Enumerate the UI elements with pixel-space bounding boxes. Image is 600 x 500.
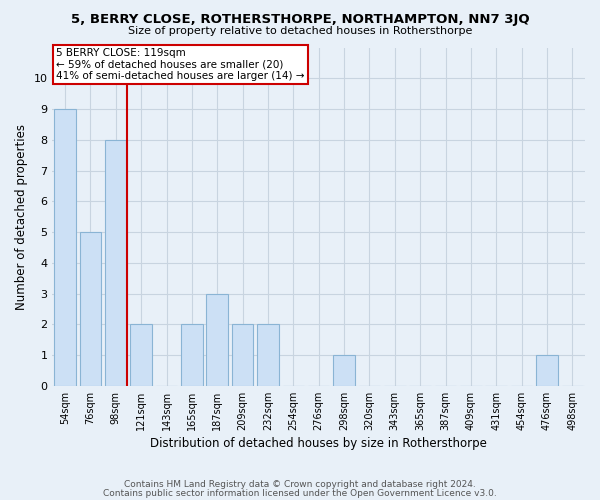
Bar bbox=[333, 355, 355, 386]
Bar bbox=[181, 324, 203, 386]
Text: Contains HM Land Registry data © Crown copyright and database right 2024.: Contains HM Land Registry data © Crown c… bbox=[124, 480, 476, 489]
Bar bbox=[536, 355, 558, 386]
Bar bbox=[130, 324, 152, 386]
Text: 5, BERRY CLOSE, ROTHERSTHORPE, NORTHAMPTON, NN7 3JQ: 5, BERRY CLOSE, ROTHERSTHORPE, NORTHAMPT… bbox=[71, 12, 529, 26]
X-axis label: Distribution of detached houses by size in Rothersthorpe: Distribution of detached houses by size … bbox=[150, 437, 487, 450]
Text: 5 BERRY CLOSE: 119sqm
← 59% of detached houses are smaller (20)
41% of semi-deta: 5 BERRY CLOSE: 119sqm ← 59% of detached … bbox=[56, 48, 305, 81]
Y-axis label: Number of detached properties: Number of detached properties bbox=[15, 124, 28, 310]
Bar bbox=[80, 232, 101, 386]
Text: Contains public sector information licensed under the Open Government Licence v3: Contains public sector information licen… bbox=[103, 490, 497, 498]
Bar bbox=[232, 324, 253, 386]
Bar bbox=[55, 109, 76, 386]
Bar bbox=[257, 324, 279, 386]
Bar bbox=[105, 140, 127, 386]
Bar bbox=[206, 294, 228, 386]
Text: Size of property relative to detached houses in Rothersthorpe: Size of property relative to detached ho… bbox=[128, 26, 472, 36]
